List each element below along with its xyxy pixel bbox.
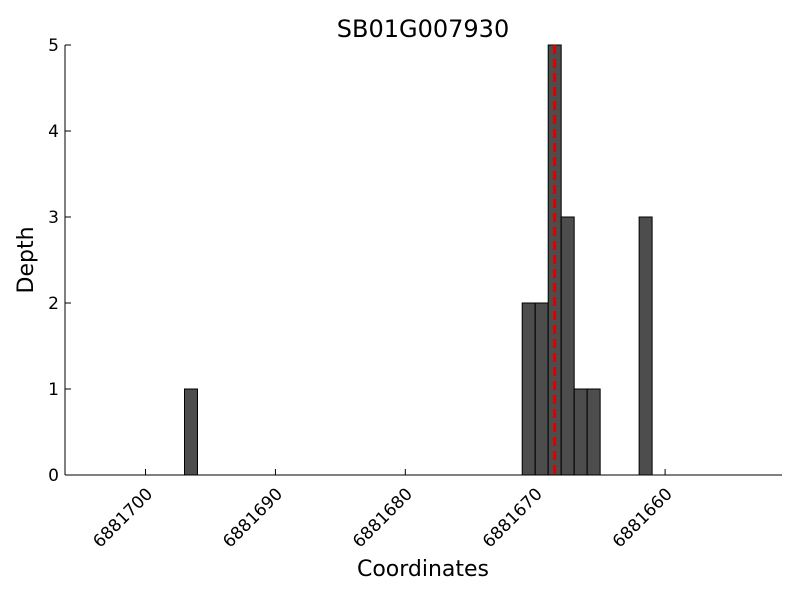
x-axis-label: Coordinates (357, 557, 489, 582)
bar (534, 302, 549, 476)
bar (560, 216, 575, 476)
bar (586, 388, 601, 476)
y-tick-label: 2 (48, 294, 59, 314)
bar (521, 302, 536, 476)
y-tick-label: 4 (48, 122, 59, 142)
y-tick-label: 5 (48, 36, 59, 56)
y-axis-label: Depth (14, 226, 39, 293)
bar (638, 216, 653, 476)
y-tick-label: 0 (48, 466, 59, 486)
bar (573, 388, 588, 476)
y-tick-label: 3 (48, 208, 59, 228)
bar (184, 388, 198, 476)
chart-title: SB01G007930 (337, 15, 509, 43)
y-tick-label: 1 (48, 380, 59, 400)
